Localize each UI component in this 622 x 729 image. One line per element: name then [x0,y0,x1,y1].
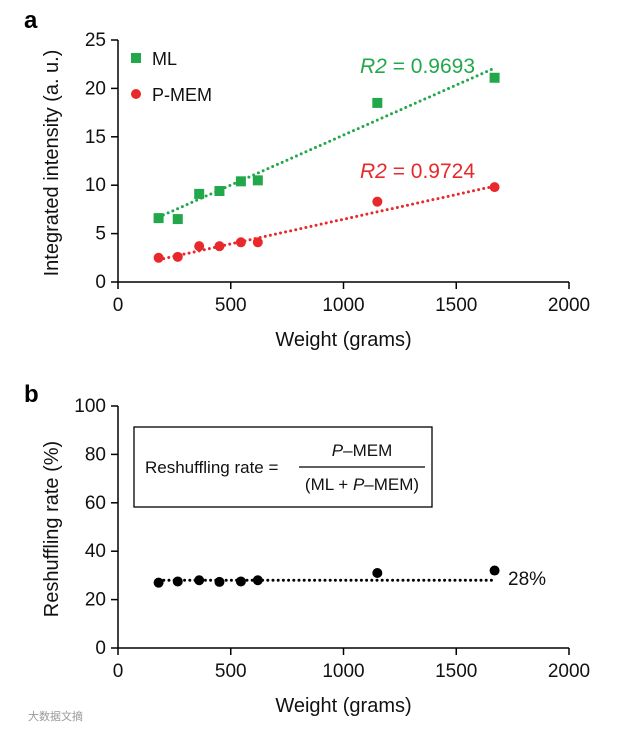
data-point-square [489,72,500,83]
x-tick-label: 2000 [548,661,590,682]
x-axis-title: Weight (grams) [275,695,411,717]
y-tick-label: 20 [85,78,106,99]
y-tick-label: 60 [85,493,106,514]
formula-denominator-rest: –MEM) [364,475,419,494]
legend-marker-circle [131,89,141,99]
legend-a: ML P-MEM [131,49,212,105]
x-tick-label: 2000 [548,295,590,316]
data-point-circle [172,251,183,262]
axes-a: 0 5 10 15 20 25 0 500 1000 1500 2000 Weight (grams)… [41,30,590,351]
legend-marker-square [131,53,141,63]
x-tick-label: 1500 [435,661,477,682]
legend-label: P-MEM [152,85,212,105]
data-point-circle [194,241,205,252]
data-point-square [172,214,183,225]
chart-panel-a: 0 5 10 15 20 25 0 500 1000 1500 2000 Weight (grams)… [41,30,590,351]
formula-denominator-pre: (ML + [305,475,353,494]
x-tick-label: 0 [113,295,124,316]
annotations-b: 28% [508,569,546,590]
data-point-circle [153,252,164,263]
data-point-circle [372,567,383,578]
y-tick-label: 40 [85,541,106,562]
data-point-circle [489,565,500,576]
y-axis-title: Integrated intensity (a. u.) [41,50,63,277]
formula-box: Reshuffling rate =P–MEM(ML + P–MEM) [133,426,433,508]
data-point-circle [235,237,246,248]
r-squared-value: = 0.9693 [387,55,475,78]
formula-denominator: (ML + P–MEM) [305,475,419,494]
panel-letter-b: b [24,381,39,408]
data-point-circle [235,576,246,587]
y-tick-label: 25 [85,30,106,51]
data-point-square [372,97,383,108]
data-point-circle [214,576,225,587]
y-tick-label: 100 [74,396,106,417]
formula-numerator: P–MEM [332,441,392,460]
data-point-circle [172,576,183,587]
x-tick-label: 500 [215,295,247,316]
x-tick-label: 1000 [322,661,364,682]
y-tick-label: 80 [85,444,106,465]
formula-numerator-rest: –MEM [343,441,392,460]
y-tick-label: 20 [85,590,106,611]
data-point-circle [372,196,383,207]
y-tick-label: 10 [85,175,106,196]
data-marks-b [153,565,500,588]
data-point-circle [194,575,205,586]
data-point-circle [214,241,225,252]
y-tick-label: 0 [95,638,106,659]
formula-numerator-italic: P [332,441,344,460]
data-point-circle [489,182,500,193]
formula-denominator-italic: P [353,475,365,494]
y-tick-label: 5 [95,224,106,245]
data-point-circle [252,237,263,248]
data-point-circle [252,575,263,586]
watermark-text: 大数据文摘 [28,709,83,723]
y-tick-label: 0 [95,272,106,293]
r-squared-value: = 0.9724 [387,160,475,183]
y-axis-title: Reshuffling rate (%) [41,441,63,617]
x-axis-title: Weight (grams) [275,329,411,351]
data-marks-a [153,72,500,263]
fit-line [157,184,497,262]
r-squared-annotation: R2 = 0.9693 [360,55,475,78]
panel-letter-a: a [24,7,38,34]
data-point-square [194,188,205,199]
x-tick-label: 1500 [435,295,477,316]
data-point-circle [153,577,164,588]
x-tick-label: 1000 [322,295,364,316]
x-tick-label: 500 [215,661,247,682]
rate-annotation: 28% [508,569,546,590]
r-squared-label: R2 [360,160,387,183]
data-point-square [153,213,164,224]
x-tick-label: 0 [113,661,124,682]
r-squared-annotation: R2 = 0.9724 [360,160,475,183]
data-point-square [252,175,263,186]
data-point-square [235,176,246,187]
data-point-square [214,186,225,197]
formula-left: Reshuffling rate = [145,458,278,477]
legend-label: ML [152,49,177,69]
y-tick-label: 15 [85,127,106,148]
r-squared-label: R2 [360,55,387,78]
